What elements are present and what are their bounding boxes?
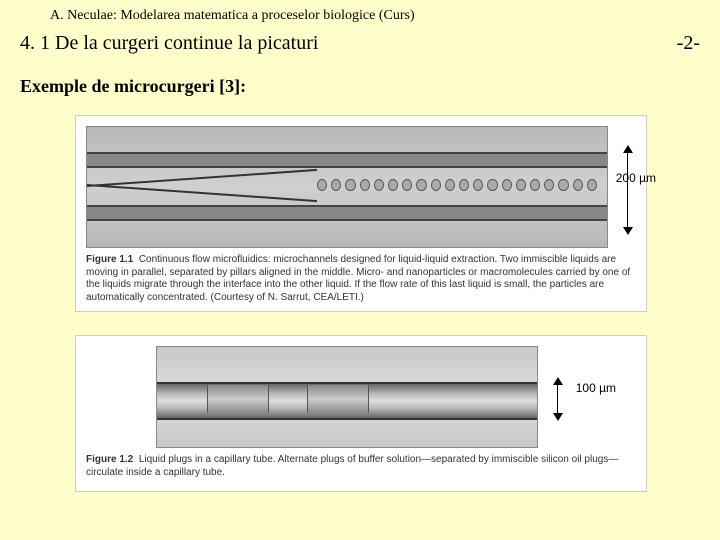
figure-2-caption-label: Figure 1.2 [86,454,133,465]
figure-2-image [156,346,538,448]
pillar [487,179,497,191]
pillar [445,179,455,191]
dimension-label-2: 100 µm [576,381,616,395]
pillar [544,179,554,191]
pillar [360,179,370,191]
pillar [402,179,412,191]
pillar [459,179,469,191]
figure-1-caption-label: Figure 1.1 [86,254,133,265]
microchannel-top [87,152,607,168]
pillar [388,179,398,191]
figure-2-container: 100 µm Figure 1.2 Liquid plugs in a capi… [75,335,647,492]
dimension-arrow-icon [545,377,565,421]
pillar [587,179,597,191]
subtitle: Exemple de microcurgeri [3]: [20,76,246,97]
liquid-plug [307,385,369,413]
figure-2-caption: Figure 1.2 Liquid plugs in a capillary t… [86,454,636,479]
pillar-row [317,179,597,193]
section-title: 4. 1 De la curgeri continue la picaturi [20,32,318,55]
header-author-line: A. Neculae: Modelarea matematica a proce… [50,8,415,24]
pillar [431,179,441,191]
pillar [558,179,568,191]
dimension-arrow-icon [615,145,635,235]
pillar [317,179,327,191]
microchannel-bottom [87,205,607,221]
dimension-label-1: 200 µm [616,171,656,185]
page-number: -2- [677,32,700,55]
figure-1-container: 200 µm Figure 1.1 Continuous flow microf… [75,115,647,312]
pillar [374,179,384,191]
liquid-plug [207,385,269,413]
pillar [573,179,583,191]
pillar [345,179,355,191]
figure-1-image [86,126,608,248]
figure-2-caption-text: Liquid plugs in a capillary tube. Altern… [86,454,618,478]
pillar [331,179,341,191]
pillar [416,179,426,191]
figure-1-caption-text: Continuous flow microfluidics: microchan… [86,254,630,303]
pillar [473,179,483,191]
pillar [502,179,512,191]
figure-1-caption: Figure 1.1 Continuous flow microfluidics… [86,254,636,304]
pillar [516,179,526,191]
pillar [530,179,540,191]
